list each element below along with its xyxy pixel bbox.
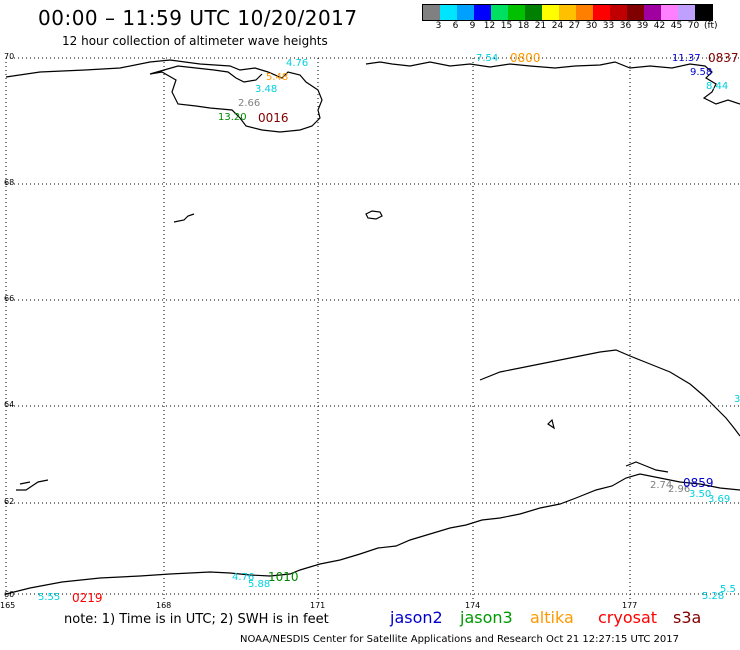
pass-time-label: 0016	[258, 111, 289, 125]
wave-height-label: 4.76	[286, 58, 309, 69]
color-swatch	[644, 5, 661, 20]
graticule	[5, 57, 740, 600]
satellite-legend-cryosat: cryosat	[598, 608, 658, 627]
units-note: note: 1) Time is in UTC; 2) SWH is in fe…	[64, 612, 329, 627]
latitude-label: 66	[4, 294, 15, 303]
credit-line: NOAA/NESDIS Center for Satellite Applica…	[240, 634, 679, 645]
color-swatch	[610, 5, 627, 20]
color-scale-label: 39	[636, 21, 649, 31]
pass-time-label: 0219	[72, 591, 103, 605]
wave-height-label: 8.44	[706, 81, 729, 92]
longitude-label: 168	[156, 601, 172, 610]
wave-height-label: 3.69	[708, 494, 731, 505]
color-scale-label: 3	[435, 21, 442, 31]
color-scale-label: 45	[670, 21, 683, 31]
color-scale-label: 18	[517, 21, 530, 31]
wave-height-label: 5.88	[248, 579, 271, 590]
wave-height-label: 9.58	[690, 67, 713, 78]
color-swatch	[457, 5, 474, 20]
longitude-label: 177	[622, 601, 638, 610]
wave-height-label: 5.5	[720, 584, 736, 595]
color-scale-label: 15	[500, 21, 513, 31]
wave-height-label: 5.55	[38, 592, 61, 603]
wave-height-label: 4.76	[232, 572, 255, 583]
latitude-label: 64	[4, 400, 15, 409]
latitude-label: 60	[4, 590, 15, 599]
color-scale-label: 24	[551, 21, 564, 31]
wave-height-label: 3.48	[255, 84, 278, 95]
satellite-legend-jason3: jason3	[460, 608, 513, 627]
pass-time-label: 0800	[510, 51, 541, 65]
wave-height-label: 3.50	[689, 489, 712, 500]
color-scale-label: 30	[585, 21, 598, 31]
wave-height-label: 13.20	[218, 112, 247, 123]
pass-time-label: 0859	[683, 476, 714, 490]
color-swatch	[474, 5, 491, 20]
wave-height-label: 5.48	[266, 72, 289, 83]
color-swatch	[423, 5, 440, 20]
color-swatch	[491, 5, 508, 20]
color-scale-label: 42	[653, 21, 666, 31]
longitude-label: 171	[310, 601, 326, 610]
color-scale-label: 27	[568, 21, 581, 31]
color-scale-unit: (ft)	[704, 21, 718, 31]
color-scale-label: 33	[602, 21, 615, 31]
color-swatch	[559, 5, 576, 20]
coastline	[5, 59, 740, 595]
color-scale-label: 36	[619, 21, 632, 31]
satellite-legend-s3a: s3a	[673, 608, 702, 627]
wave-height-label: 11.37	[672, 53, 701, 64]
color-scale-labels: 3 6 9 12 15 18 21 24 27 30 33 36 39 42 45 70 (ft)	[430, 21, 718, 31]
map-subtitle: 12 hour collection of altimeter wave hei…	[62, 34, 328, 48]
satellite-legend-altika: altika	[530, 608, 574, 627]
color-swatch	[593, 5, 610, 20]
color-swatch	[525, 5, 542, 20]
wave-height-label: 2.66	[238, 98, 261, 109]
color-swatch	[661, 5, 678, 20]
color-swatch	[440, 5, 457, 20]
color-scale-label: 70	[687, 21, 700, 31]
pass-time-label: 1010	[268, 570, 299, 584]
pass-time-label: 0837	[708, 51, 739, 65]
color-scale-bar	[422, 4, 713, 21]
wave-height-label: 2.74	[650, 480, 673, 491]
color-swatch	[678, 5, 695, 20]
color-scale-label: 9	[469, 21, 476, 31]
longitude-label: 174	[465, 601, 481, 610]
map-title: 00:00 – 11:59 UTC 10/20/2017	[38, 6, 358, 30]
color-scale-label: 21	[534, 21, 547, 31]
longitude-label: 165	[0, 601, 16, 610]
latitude-label: 70	[4, 52, 15, 61]
wave-height-label: 5.28	[702, 591, 725, 602]
color-swatch	[508, 5, 525, 20]
wave-height-label: 3	[734, 394, 740, 405]
color-swatch	[542, 5, 559, 20]
latitude-label: 68	[4, 178, 15, 187]
latitude-label: 62	[4, 497, 15, 506]
satellite-legend-jason2: jason2	[390, 608, 443, 627]
wave-height-label: 2.96	[668, 484, 691, 495]
color-swatch	[576, 5, 593, 20]
color-swatch	[695, 5, 712, 20]
color-swatch	[627, 5, 644, 20]
wave-height-label: 7.54	[476, 53, 499, 64]
color-scale-label: 12	[483, 21, 496, 31]
color-scale-label: 6	[452, 21, 459, 31]
